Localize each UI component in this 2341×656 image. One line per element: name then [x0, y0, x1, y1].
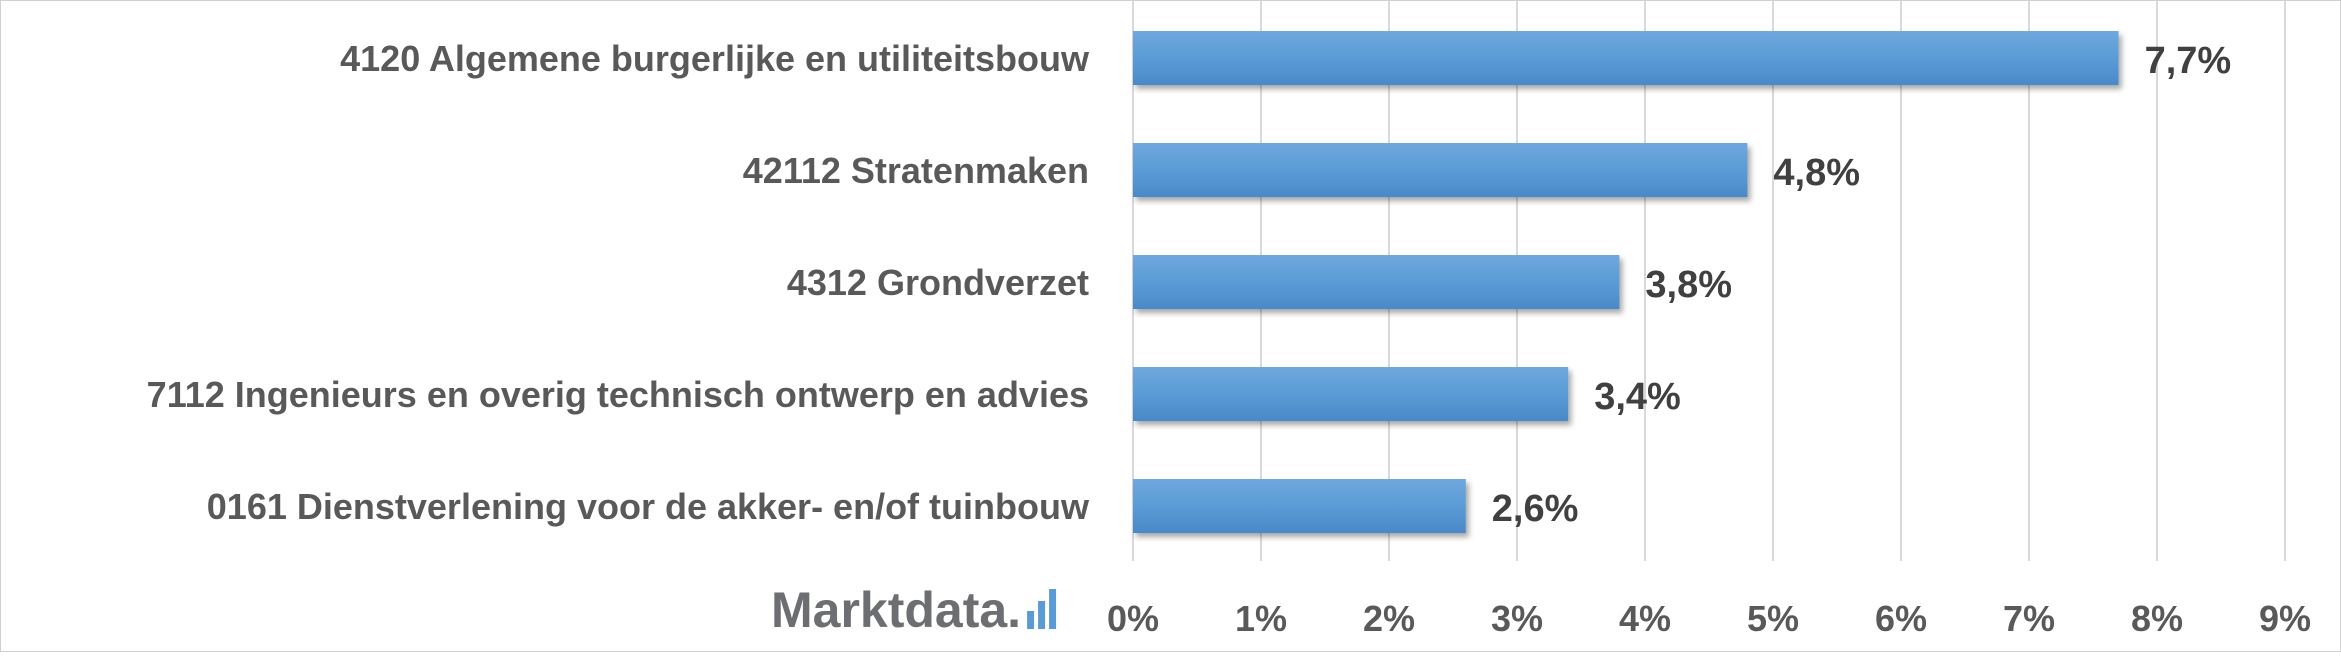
x-tick-label-0: 0% — [1107, 598, 1159, 639]
logo-text: Marktdata. — [771, 582, 1021, 638]
logo-icon-bar-3 — [1049, 589, 1057, 629]
gridlines — [1132, 1, 2286, 561]
data-label-5: 2,6% — [1492, 488, 1579, 530]
category-label-3: 4312 Grondverzet — [787, 262, 1089, 303]
logo-icon-bar-2 — [1038, 601, 1046, 629]
x-tick-label-5: 5% — [1747, 598, 1799, 639]
bar-3 — [1133, 255, 1620, 309]
bar-1 — [1133, 31, 2119, 85]
x-tick-label-4: 4% — [1619, 598, 1671, 639]
data-label-2: 4,8% — [1773, 152, 1860, 194]
category-label-1: 4120 Algemene burgerlijke en utiliteitsb… — [340, 38, 1090, 79]
x-tick-label-9: 9% — [2259, 598, 2311, 639]
bar-2 — [1133, 143, 1748, 197]
x-tick-label-2: 2% — [1363, 598, 1415, 639]
marktdata-logo: Marktdata. — [771, 582, 1057, 638]
x-tick-label-3: 3% — [1491, 598, 1543, 639]
bar-4 — [1133, 367, 1569, 421]
category-label-4: 7112 Ingenieurs en overig technisch ontw… — [147, 374, 1089, 415]
bar-5 — [1133, 479, 1466, 533]
x-tick-label-6: 6% — [1875, 598, 1927, 639]
category-label-2: 42112 Stratenmaken — [743, 150, 1089, 191]
x-tick-label-8: 8% — [2131, 598, 2183, 639]
x-tick-label-1: 1% — [1235, 598, 1287, 639]
bar-chart-icon — [1027, 589, 1057, 629]
category-label-5: 0161 Dienstverlening voor de akker- en/o… — [207, 486, 1090, 527]
data-label-3: 3,8% — [1645, 264, 1732, 306]
data-label-4: 3,4% — [1594, 376, 1681, 418]
x-axis-ticks: 0% 1% 2% 3% 4% 5% 6% 7% 8% 9% — [1107, 598, 2311, 639]
x-tick-label-7: 7% — [2003, 598, 2055, 639]
bars — [1133, 31, 2119, 533]
logo-icon-bar-1 — [1027, 611, 1035, 629]
labels: 4120 Algemene burgerlijke en utiliteitsb… — [147, 38, 2232, 530]
data-label-1: 7,7% — [2145, 40, 2232, 82]
